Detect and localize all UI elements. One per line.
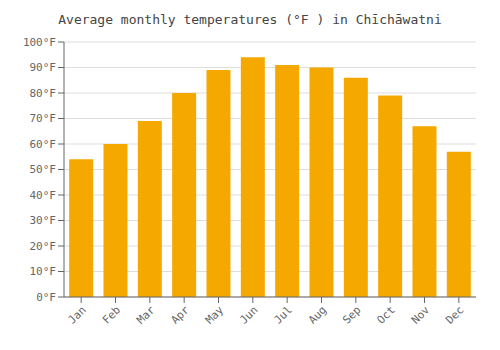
- svg-text:Oct: Oct: [375, 303, 398, 326]
- svg-text:100°F: 100°F: [23, 36, 56, 49]
- svg-text:Apr: Apr: [169, 303, 193, 327]
- svg-text:Jul: Jul: [272, 303, 295, 326]
- svg-text:Mar: Mar: [134, 303, 158, 327]
- svg-text:May: May: [203, 303, 227, 327]
- svg-text:Jun: Jun: [237, 303, 260, 326]
- html-text:Average monthly temperatures (: Average monthly temperatures (°F ) in Ch…: [58, 12, 442, 27]
- svg-text:40°F: 40°F: [30, 189, 57, 202]
- svg-text:Sep: Sep: [340, 303, 363, 326]
- svg-text:90°F: 90°F: [30, 61, 57, 74]
- svg-text:Feb: Feb: [100, 303, 123, 326]
- svg-text:30°F: 30°F: [30, 214, 57, 227]
- svg-text:Jan: Jan: [66, 303, 89, 326]
- svg-text:70°F: 70°F: [30, 112, 57, 125]
- svg-text:50°F: 50°F: [30, 163, 57, 176]
- svg-text:10°F: 10°F: [30, 265, 57, 278]
- svg-text:60°F: 60°F: [30, 138, 57, 151]
- svg-text:20°F: 20°F: [30, 240, 57, 253]
- svg-text:80°F: 80°F: [30, 87, 57, 100]
- svg-text:Nov: Nov: [409, 303, 433, 327]
- svg-text:Dec: Dec: [443, 303, 466, 326]
- svg-text:0°F: 0°F: [36, 291, 56, 304]
- svg-text:Aug: Aug: [306, 303, 329, 326]
